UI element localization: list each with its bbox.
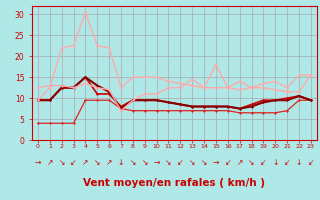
Text: ↘: ↘: [130, 158, 136, 167]
Text: ↘: ↘: [59, 158, 65, 167]
Text: ↗: ↗: [236, 158, 243, 167]
Text: ↗: ↗: [47, 158, 53, 167]
Text: ↘: ↘: [94, 158, 100, 167]
Text: ↙: ↙: [177, 158, 184, 167]
Text: ↗: ↗: [106, 158, 112, 167]
Text: ↙: ↙: [308, 158, 314, 167]
Text: →: →: [35, 158, 41, 167]
Text: ↘: ↘: [141, 158, 148, 167]
Text: ↓: ↓: [118, 158, 124, 167]
Text: ↙: ↙: [70, 158, 77, 167]
Text: ↙: ↙: [284, 158, 290, 167]
Text: →: →: [153, 158, 160, 167]
Text: →: →: [213, 158, 219, 167]
Text: ↗: ↗: [82, 158, 89, 167]
Text: ↘: ↘: [201, 158, 207, 167]
Text: ↘: ↘: [248, 158, 255, 167]
Text: ↙: ↙: [260, 158, 267, 167]
Text: Vent moyen/en rafales ( km/h ): Vent moyen/en rafales ( km/h ): [84, 178, 265, 188]
Text: ↘: ↘: [189, 158, 196, 167]
Text: ↙: ↙: [225, 158, 231, 167]
Text: ↓: ↓: [296, 158, 302, 167]
Text: ↘: ↘: [165, 158, 172, 167]
Text: ↓: ↓: [272, 158, 278, 167]
